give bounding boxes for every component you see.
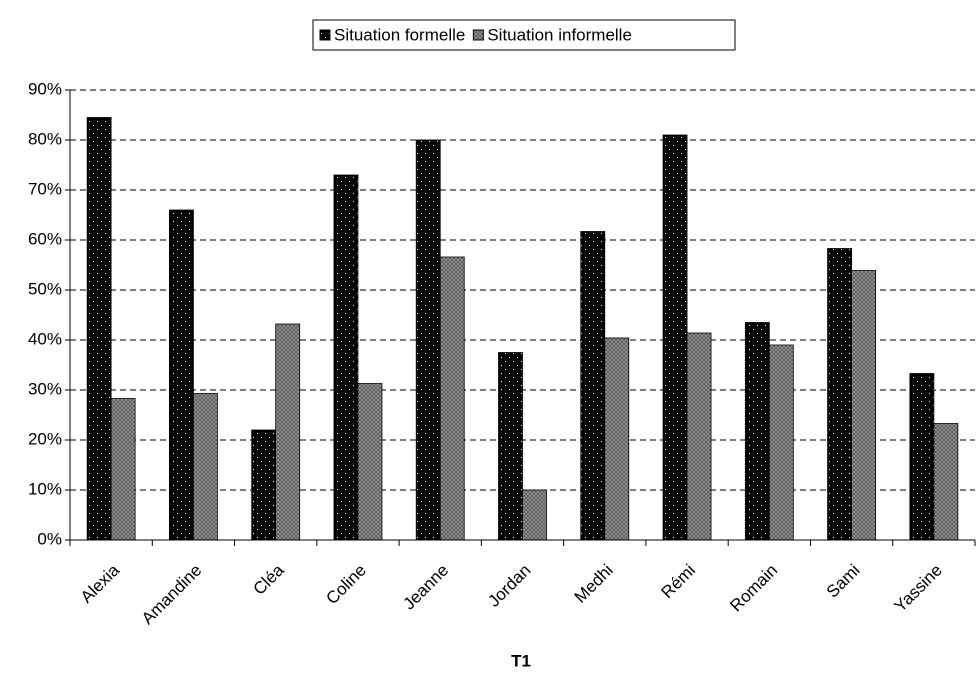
x-tick-label: Jeanne <box>399 561 452 614</box>
bar <box>415 139 441 541</box>
x-tick-label: Cléa <box>250 560 289 599</box>
x-tick-label: Coline <box>322 561 370 609</box>
y-tick-label: 0% <box>37 529 62 548</box>
bar <box>909 373 935 541</box>
y-tick-label: 60% <box>28 229 62 248</box>
bar <box>498 352 523 541</box>
bar <box>439 256 465 541</box>
bar <box>110 398 136 541</box>
y-tick-label: 20% <box>28 429 62 448</box>
bar <box>169 209 194 541</box>
bar <box>275 323 301 541</box>
bar <box>522 489 547 541</box>
y-tick-label: 40% <box>28 329 62 348</box>
bar <box>251 429 277 541</box>
legend-box <box>312 19 736 51</box>
legend-label: Situation informelle <box>487 25 632 44</box>
bar <box>686 332 712 541</box>
x-tick-label: Alexia <box>77 560 124 607</box>
bar <box>604 337 630 541</box>
bar <box>851 270 876 541</box>
chart-title: T1 <box>511 651 531 670</box>
y-tick-label: 70% <box>28 179 62 198</box>
bar <box>333 174 359 541</box>
bar <box>662 134 688 541</box>
y-tick-label: 30% <box>28 379 62 398</box>
bar <box>768 344 794 541</box>
y-tick-label: 80% <box>28 129 62 148</box>
bar <box>86 117 112 541</box>
x-tick-label: Amandine <box>138 561 206 629</box>
x-tick-label: Medhi <box>571 561 617 607</box>
bar <box>357 383 383 541</box>
x-tick-label: Yassine <box>891 561 946 616</box>
legend-label: Situation formelle <box>334 25 465 44</box>
x-tick-label: Sami <box>823 561 864 602</box>
bar <box>827 248 852 541</box>
bar <box>193 393 218 541</box>
y-tick-label: 90% <box>28 79 62 98</box>
legend-swatch <box>472 29 484 41</box>
x-tick-label: Jordan <box>484 561 534 611</box>
bar <box>933 423 959 541</box>
bar <box>744 322 770 541</box>
y-tick-label: 10% <box>28 479 62 498</box>
legend-swatch <box>319 29 331 41</box>
bar <box>580 231 606 541</box>
y-tick-label: 50% <box>28 279 62 298</box>
x-tick-label: Romain <box>726 561 781 616</box>
x-tick-label: Rémi <box>658 561 699 602</box>
